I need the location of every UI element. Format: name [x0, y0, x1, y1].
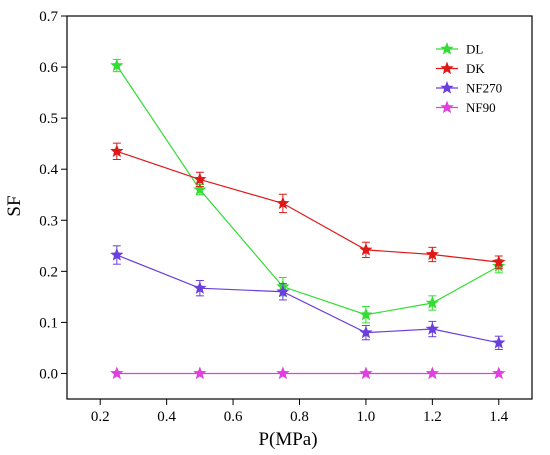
data-point-star: [276, 196, 290, 210]
legend-label: NF90: [466, 100, 496, 115]
x-tick-label: 0.4: [157, 409, 176, 425]
data-point-star: [425, 322, 440, 335]
legend-label: DK: [466, 61, 485, 76]
data-point-star: [193, 182, 207, 196]
series-dl: [110, 58, 506, 324]
y-tick-label: 0.7: [39, 9, 58, 25]
data-point-star: [425, 366, 440, 380]
data-point-star: [425, 247, 440, 261]
legend-item-dl: DL: [436, 42, 483, 57]
x-tick-label: 0.6: [224, 409, 243, 425]
y-tick-label: 0.3: [39, 213, 58, 229]
series-line: [116, 150, 499, 263]
x-tick-label: 0.8: [290, 409, 309, 425]
legend-label: NF270: [466, 81, 502, 96]
data-point-star: [359, 307, 373, 321]
data-point-star: [359, 242, 373, 256]
y-axis-title: SF: [4, 195, 25, 216]
data-point-star: [110, 366, 124, 380]
data-point-star: [492, 366, 506, 380]
y-tick-label: 0.1: [39, 315, 58, 331]
series-nf270: [110, 245, 506, 350]
legend-star-icon: [440, 42, 454, 55]
y-tick-label: 0.4: [39, 162, 58, 178]
plot-frame: [66, 15, 533, 400]
legend-item-nf270: NF270: [436, 81, 502, 96]
legend-star-icon: [440, 100, 454, 114]
series-layer: [110, 58, 506, 380]
x-tick-label: 1.2: [423, 409, 442, 425]
legend-star-icon: [440, 61, 454, 75]
legend-item-nf90: NF90: [436, 100, 496, 115]
x-axis-title: P(MPa): [258, 429, 317, 450]
data-point-star: [276, 366, 290, 380]
series-line: [116, 65, 500, 316]
data-point-star: [193, 366, 207, 380]
legend-star-icon: [440, 81, 454, 94]
y-tick-label: 0.0: [39, 366, 58, 382]
data-point-star: [110, 144, 124, 157]
series-line: [116, 254, 499, 344]
x-tick-label: 1.0: [357, 409, 376, 425]
data-point-star: [193, 281, 207, 294]
x-tick-label: 0.2: [91, 409, 110, 425]
series-dk: [110, 142, 506, 269]
legend: DL DK NF270 NF90: [436, 42, 502, 115]
y-tick-label: 0.2: [39, 264, 58, 280]
data-point-star: [359, 366, 373, 380]
x-tick-label: 1.4: [489, 409, 508, 425]
legend-item-dk: DK: [436, 61, 485, 76]
data-point-star: [193, 172, 207, 186]
data-point-star: [425, 295, 440, 309]
y-tick-label: 0.6: [39, 60, 58, 76]
legend-label: DL: [466, 42, 483, 57]
y-axis: 0.0 0.1 0.2 0.3 0.4 0.5 0.6 0.7: [39, 9, 67, 382]
data-point-star: [492, 255, 506, 268]
data-point-star: [359, 325, 373, 339]
data-point-star: [110, 58, 124, 72]
data-point-star: [110, 247, 124, 261]
series-nf90: [110, 366, 506, 380]
y-tick-label: 0.5: [39, 111, 58, 127]
data-point-star: [276, 284, 290, 298]
data-point-star: [492, 335, 506, 349]
x-axis: 0.2 0.4 0.6 0.8 1.0 1.2 1.4: [91, 399, 509, 425]
